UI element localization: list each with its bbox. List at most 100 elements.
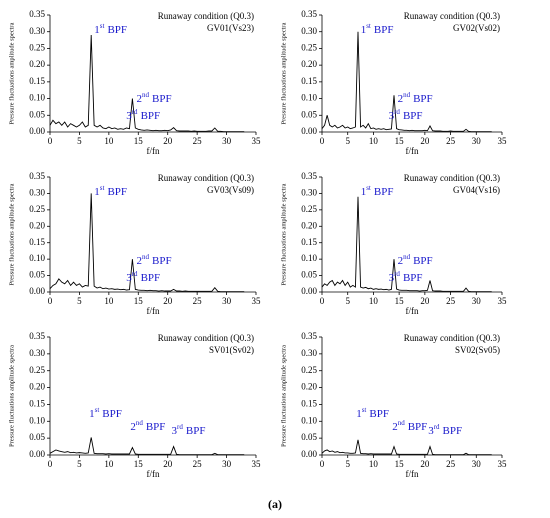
y-tick-label: 0.20 (301, 382, 317, 392)
x-tick-label: 5 (345, 459, 350, 469)
y-tick-label: 0.35 (301, 9, 317, 19)
y-tick-label: 0.30 (301, 348, 317, 358)
x-tick-label: 20 (420, 136, 430, 146)
bpf-suffix: rd (132, 108, 138, 116)
bpf-suffix: st (366, 22, 371, 30)
bpf-text: BPF (146, 421, 166, 433)
caption: (a) (268, 497, 282, 511)
spectrum-line (321, 439, 492, 456)
y-tick-label: 0.20 (301, 59, 317, 69)
bpf-number: 2 (392, 421, 398, 433)
x-tick-label: 30 (222, 136, 232, 146)
y-tick-label: 0.05 (301, 109, 317, 119)
x-tick-label: 20 (163, 459, 173, 469)
y-tick-label: 0.30 (29, 348, 45, 358)
bpf-label: 2nd BPF (392, 419, 427, 433)
bpf-suffix: nd (142, 253, 150, 261)
bpf-suffix: rd (394, 108, 400, 116)
x-axis-label: f/fn (406, 306, 419, 316)
bpf-text: BPF (152, 255, 172, 267)
x-tick-label: 20 (163, 136, 173, 146)
bpf-label: 1st BPF (94, 22, 127, 36)
y-tick-label: 0.20 (29, 59, 45, 69)
y-tick-label: 0.00 (29, 126, 45, 136)
bpf-text: BPF (152, 93, 172, 105)
x-tick-label: 15 (134, 136, 144, 146)
spectrum-line (49, 193, 245, 293)
panel: 0.00 0.05 0.10 0.15 0.20 0.25 0.30 0.35 0 5 10 15 20… (280, 9, 507, 156)
panel: 0.00 0.05 0.10 0.15 0.20 0.25 0.30 0.35 0 5 10 15 20… (280, 331, 507, 479)
y-tick-label: 0.30 (29, 26, 45, 36)
y-tick-label: 0.15 (29, 76, 45, 86)
y-tick-label: 0.30 (301, 26, 317, 36)
x-tick-label: 0 (320, 136, 325, 146)
y-axis-label: Pressure fluctuations amplitude spectra (280, 345, 287, 447)
bpf-label: 3rd BPF (126, 270, 160, 284)
bpf-suffix: st (362, 406, 367, 414)
x-tick-label: 15 (134, 296, 144, 306)
x-tick-label: 0 (320, 459, 325, 469)
y-tick-label: 0.10 (29, 93, 45, 103)
y-tick-label: 0.05 (29, 432, 45, 442)
y-tick-label: 0.35 (29, 9, 45, 19)
x-axis-label: f/fn (147, 469, 160, 479)
bpf-number: 1 (89, 408, 95, 420)
x-tick-label: 20 (420, 459, 430, 469)
condition-label: Runaway condition (Q0.3) (158, 333, 254, 343)
x-tick-label: 0 (48, 459, 53, 469)
y-axis-label: Pressure fluctuations amplitude spectra (280, 22, 287, 124)
bpf-suffix: rd (434, 423, 440, 431)
bpf-suffix: st (100, 22, 105, 30)
bpf-text: BPF (408, 421, 428, 433)
bpf-text: BPF (107, 24, 127, 36)
y-axis-label: Pressure fluctuations amplitude spectra (8, 183, 15, 285)
y-axis-label: Pressure fluctuations amplitude spectra (8, 345, 15, 447)
x-tick-label: 30 (472, 136, 482, 146)
y-tick-label: 0.15 (301, 76, 317, 86)
y-tick-label: 0.10 (301, 93, 317, 103)
x-tick-label: 0 (48, 296, 53, 306)
x-tick-label: 25 (446, 459, 456, 469)
bpf-label: 2nd BPF (137, 253, 172, 267)
x-tick-label: 35 (252, 296, 262, 306)
x-tick-label: 10 (104, 459, 114, 469)
bpf-label: 3rd BPF (126, 108, 160, 122)
y-tick-label: 0.10 (29, 415, 45, 425)
x-tick-label: 10 (369, 136, 379, 146)
y-tick-label: 0.05 (301, 432, 317, 442)
bpf-text: BPF (413, 93, 433, 105)
y-tick-label: 0.30 (301, 187, 317, 197)
y-tick-label: 0.20 (29, 220, 45, 230)
bpf-number: 3 (126, 272, 132, 284)
y-tick-label: 0.15 (301, 398, 317, 408)
x-tick-label: 5 (345, 296, 350, 306)
y-tick-label: 0.15 (301, 237, 317, 247)
bpf-number: 3 (389, 110, 395, 122)
y-tick-label: 0.15 (29, 398, 45, 408)
y-tick-label: 0.25 (301, 204, 317, 214)
bpf-label: 3rd BPF (172, 423, 206, 437)
bpf-suffix: st (100, 184, 105, 192)
bpf-suffix: rd (132, 270, 138, 278)
y-tick-label: 0.20 (301, 220, 317, 230)
x-tick-label: 35 (252, 136, 262, 146)
y-tick-label: 0.10 (29, 253, 45, 263)
x-tick-label: 15 (395, 296, 405, 306)
bpf-suffix: rd (394, 270, 400, 278)
x-tick-label: 35 (252, 459, 262, 469)
bpf-label: 3rd BPF (389, 108, 423, 122)
x-tick-label: 5 (77, 459, 82, 469)
condition-label: Runaway condition (Q0.3) (404, 11, 500, 21)
bpf-number: 3 (126, 110, 132, 122)
bpf-number: 1 (361, 186, 367, 198)
bpf-text: BPF (369, 408, 389, 420)
y-tick-label: 0.15 (29, 237, 45, 247)
bpf-text: BPF (141, 272, 161, 284)
bpf-text: BPF (374, 186, 394, 198)
bpf-number: 1 (361, 24, 367, 36)
condition-label: Runaway condition (Q0.3) (404, 173, 500, 183)
bpf-text: BPF (107, 186, 127, 198)
y-tick-label: 0.00 (301, 126, 317, 136)
y-axis-label: Pressure fluctuations amplitude spectra (8, 22, 15, 124)
y-tick-label: 0.25 (29, 42, 45, 52)
